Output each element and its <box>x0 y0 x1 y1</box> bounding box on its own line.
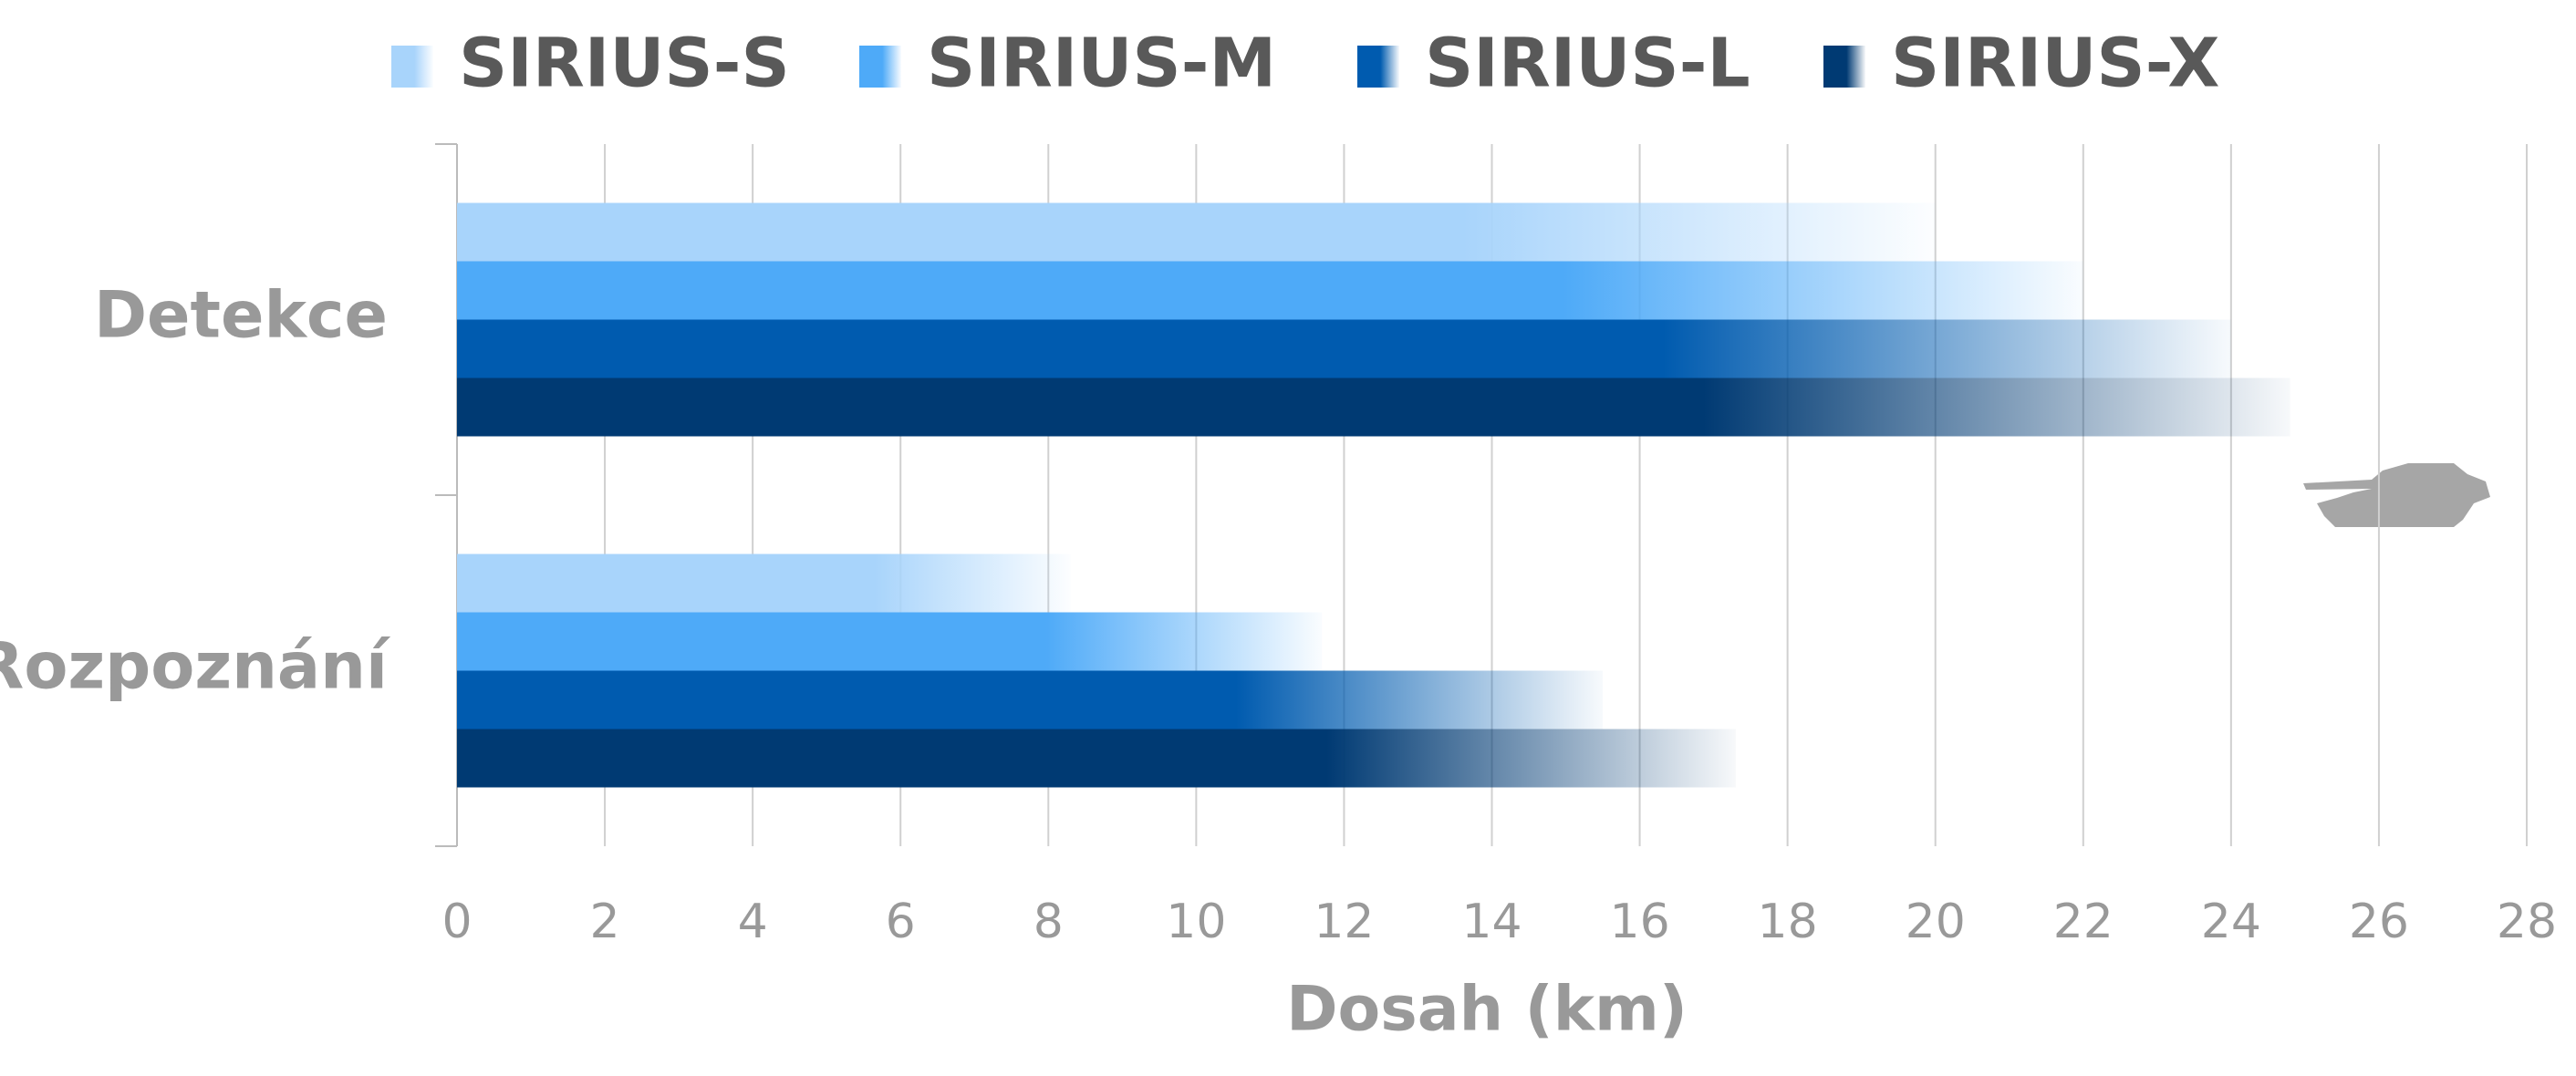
legend-swatch <box>859 46 901 88</box>
x-tick-label: 4 <box>738 895 768 949</box>
legend-label: SIRIUS-S <box>459 25 790 103</box>
x-tick-label: 16 <box>1609 895 1669 949</box>
x-tick-label: 2 <box>590 895 620 949</box>
bar <box>457 202 1936 262</box>
bar <box>457 261 2083 320</box>
x-tick-label: 8 <box>1034 895 1064 949</box>
bar <box>457 729 1736 788</box>
x-tick-label: 6 <box>886 895 916 949</box>
y-tick-label: Detekce <box>94 278 388 353</box>
legend-label: SIRIUS-M <box>927 25 1276 103</box>
x-tick-label: 22 <box>2053 895 2114 949</box>
bar <box>457 670 1604 729</box>
bar <box>457 554 1071 613</box>
y-tick-label: Rozpoznání <box>0 629 391 704</box>
x-tick-label: 10 <box>1166 895 1226 949</box>
legend-swatch <box>391 46 433 88</box>
x-tick-label: 20 <box>1906 895 1966 949</box>
legend-label: SIRIUS-X <box>1891 25 2219 103</box>
x-tick-label: 12 <box>1314 895 1374 949</box>
tank-icon <box>2303 463 2490 527</box>
bar <box>457 319 2231 378</box>
x-tick-label: 28 <box>2497 895 2557 949</box>
bar <box>457 612 1323 671</box>
legend-swatch <box>1823 46 1865 88</box>
legend-label: SIRIUS-L <box>1425 25 1750 103</box>
bar <box>457 378 2290 437</box>
x-tick-label: 18 <box>1758 895 1818 949</box>
x-tick-label: 24 <box>2201 895 2261 949</box>
x-tick-label: 14 <box>1461 895 1522 949</box>
x-tick-label: 26 <box>2349 895 2409 949</box>
legend-swatch <box>1357 46 1399 88</box>
x-tick-label: 0 <box>441 895 472 949</box>
x-axis-title: Dosah (km) <box>1286 974 1688 1046</box>
